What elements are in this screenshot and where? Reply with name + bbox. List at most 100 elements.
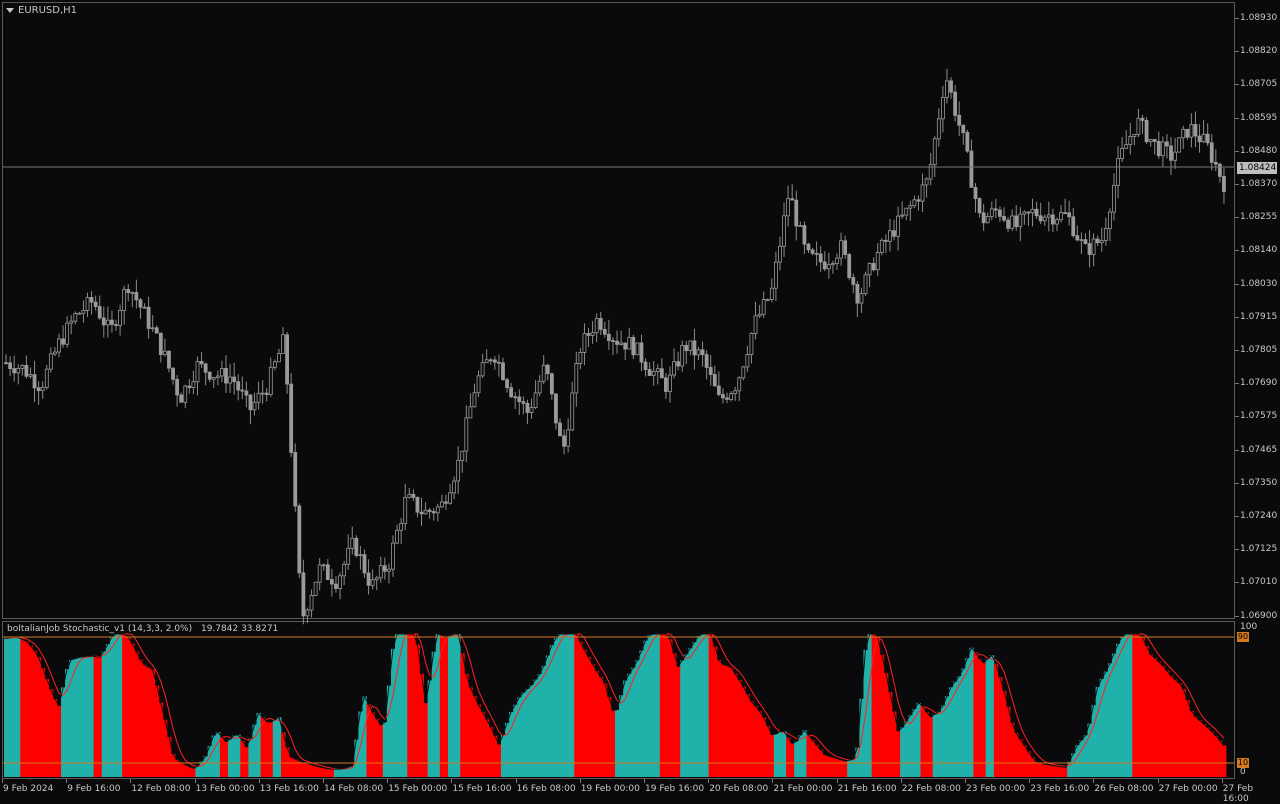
stochastic-bar	[191, 768, 196, 777]
stochastic-bar	[61, 687, 66, 777]
stochastic-bar	[896, 731, 901, 777]
candle-body	[826, 264, 831, 270]
candle-body	[1136, 117, 1141, 135]
chart-menu-triangle-icon[interactable]	[6, 8, 14, 13]
candle-body	[545, 364, 550, 375]
stochastic-bar	[851, 759, 856, 777]
candle-body	[936, 118, 941, 140]
stochastic-bar	[570, 634, 575, 777]
stochastic-bar	[16, 637, 21, 777]
candle-body	[435, 506, 440, 514]
stochastic-bar	[419, 673, 424, 777]
candle-body	[659, 368, 664, 379]
candle-body	[167, 350, 171, 369]
stochastic-bar	[737, 679, 742, 777]
stochastic-bar	[338, 769, 343, 777]
candle-body	[480, 362, 485, 377]
stochastic-bar	[1177, 683, 1182, 777]
time-axis-tick	[1029, 779, 1031, 783]
stochastic-bar	[839, 759, 844, 777]
candle-body	[215, 375, 220, 378]
candle-body	[562, 435, 566, 447]
stochastic-bar	[138, 659, 143, 777]
candle-body	[4, 362, 8, 365]
stochastic-bar	[680, 660, 685, 777]
candle-body	[334, 583, 338, 589]
stochastic-bar	[875, 636, 881, 777]
candle-body	[484, 359, 489, 364]
candle-body	[998, 209, 1002, 217]
stochastic-bar	[847, 760, 852, 777]
time-axis-tick	[387, 779, 389, 783]
candle-body	[602, 329, 607, 335]
stochastic-bar	[704, 634, 710, 777]
stochastic-bar	[126, 636, 131, 777]
stochastic-bar	[944, 696, 950, 777]
indicator-panel[interactable]	[2, 621, 1235, 779]
stochastic-bar	[1018, 739, 1023, 777]
price-chart-panel[interactable]	[2, 2, 1235, 619]
stochastic-bar	[272, 719, 278, 777]
stochastic-bar	[590, 664, 596, 777]
stochastic-bar	[1099, 678, 1105, 777]
candle-body	[488, 359, 493, 362]
candle-body	[57, 338, 61, 353]
time-axis-label: 19 Feb 16:00	[645, 784, 705, 794]
candle-body	[362, 554, 367, 574]
stochastic-bar	[1046, 764, 1052, 777]
price-axis-tick	[1235, 549, 1239, 551]
stochastic-bar	[961, 668, 966, 777]
stochastic-bar	[1014, 733, 1019, 777]
time-axis-tick	[451, 779, 453, 783]
candle-body	[187, 385, 192, 388]
candle-body	[851, 277, 856, 285]
candle-body	[146, 306, 151, 329]
candle-body	[40, 386, 45, 392]
stochastic-bar	[790, 743, 795, 777]
stochastic-bar	[973, 652, 978, 777]
stochastic-bar	[676, 666, 681, 777]
stochastic-bar	[655, 634, 661, 777]
candle-body	[130, 292, 135, 294]
time-axis-label: 26 Feb 08:00	[1094, 784, 1154, 794]
candle-body	[574, 363, 579, 394]
candle-body	[403, 496, 408, 524]
stochastic-bar	[855, 747, 860, 777]
candle-body	[623, 342, 628, 350]
stochastic-bar	[252, 724, 257, 777]
candle-body	[521, 401, 526, 404]
candle-body	[395, 529, 399, 544]
candle-body	[232, 376, 237, 383]
stochastic-bar	[20, 639, 25, 777]
candle-body	[651, 370, 656, 376]
candle-body	[537, 380, 542, 394]
candle-body	[1022, 211, 1027, 215]
candle-body	[1083, 239, 1088, 244]
candle-body	[248, 394, 253, 411]
time-axis-label: 15 Feb 16:00	[452, 784, 512, 794]
candle-body	[708, 367, 713, 375]
stochastic-bar	[175, 759, 180, 777]
stochastic-bar	[541, 665, 547, 777]
candle-body	[1095, 238, 1100, 244]
candle-body	[725, 397, 729, 400]
candle-body	[211, 376, 216, 380]
price-axis-tick	[1235, 184, 1239, 185]
stochastic-bar	[1038, 762, 1044, 777]
stochastic-bar	[786, 737, 791, 777]
candle-body	[932, 138, 937, 166]
candle-body	[863, 274, 868, 295]
candle-body	[118, 310, 122, 326]
candle-body	[672, 361, 676, 376]
stochastic-bar	[142, 664, 147, 777]
candle-body	[692, 340, 697, 356]
stochastic-bar	[549, 645, 555, 777]
stochastic-bar	[460, 653, 465, 777]
candle-body	[268, 366, 273, 395]
candle-body	[549, 373, 554, 395]
stochastic-bar	[150, 669, 156, 777]
stochastic-bar	[1185, 700, 1190, 777]
candle-body	[411, 493, 416, 498]
stochastic-bar	[521, 692, 526, 777]
candle-body	[953, 91, 958, 116]
